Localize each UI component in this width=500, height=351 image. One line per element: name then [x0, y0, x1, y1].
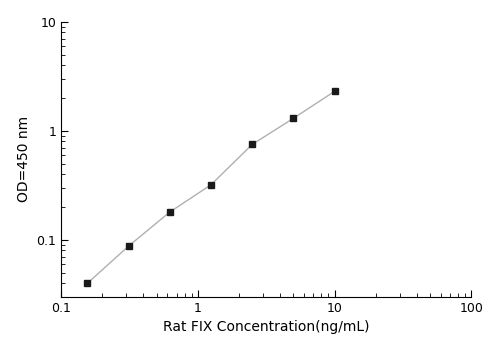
- Y-axis label: OD=450 nm: OD=450 nm: [16, 116, 30, 203]
- X-axis label: Rat FIX Concentration(ng/mL): Rat FIX Concentration(ng/mL): [163, 320, 370, 335]
